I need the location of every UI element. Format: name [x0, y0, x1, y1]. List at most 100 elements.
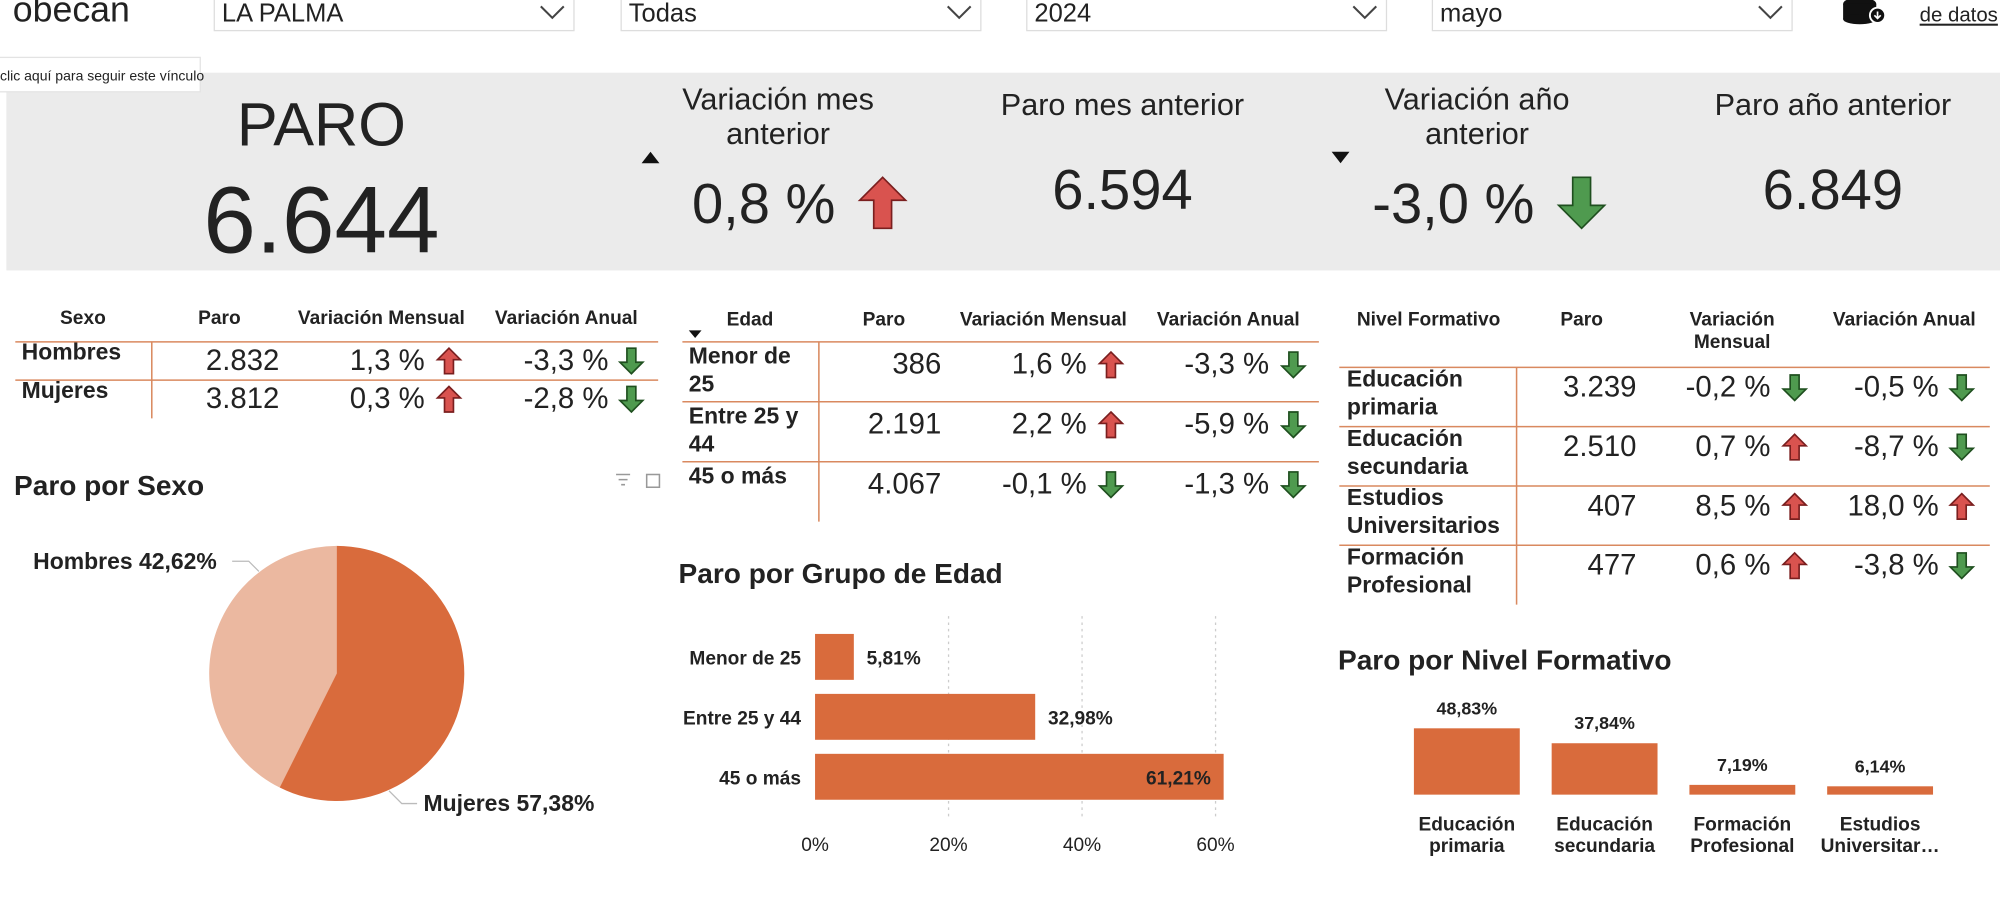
kpi-value: 6.594 [1052, 158, 1192, 221]
chart-title: Paro por Sexo [14, 470, 204, 501]
data-label: 61,21% [1146, 768, 1211, 789]
tooltip [0, 56, 201, 93]
cell: 0,3 % [350, 382, 425, 415]
kpi-value: -3,0 % [1372, 172, 1534, 235]
row-label: Formación [1347, 543, 1464, 569]
column-header: Variación Anual [495, 308, 638, 329]
row-label: Hombres [22, 339, 121, 365]
bar [1689, 784, 1796, 795]
kpi-title: anterior [1425, 117, 1529, 151]
pie-slice [209, 545, 337, 788]
column-header: Paro [1560, 309, 1603, 330]
trend-arrow [1781, 374, 1809, 402]
cell: 1,6 % [1012, 348, 1087, 381]
visual-icons[interactable] [616, 473, 661, 489]
cell: -0,2 % [1686, 371, 1771, 404]
dropdown[interactable] [1026, 0, 1388, 32]
kpi-value: 6.849 [1763, 158, 1903, 221]
trend-arrow [1279, 411, 1307, 439]
trend-arrow [1781, 551, 1809, 580]
cell: 2.510 [1563, 430, 1636, 463]
row-label: Educación [1347, 425, 1463, 451]
x-tick-label: primaria [1429, 836, 1505, 857]
trend-arrow [435, 385, 463, 413]
column-header: Variación Anual [1833, 309, 1976, 330]
pie-slice [279, 545, 465, 802]
y-tick-label: Menor de 25 [689, 649, 801, 670]
column-header: Nivel Formativo [1357, 309, 1500, 330]
row-label: primaria [1347, 394, 1438, 420]
kpi-title: Paro mes anterior [1001, 88, 1244, 122]
dropdown[interactable] [1431, 0, 1793, 32]
link[interactable]: de datos [1920, 5, 1998, 27]
pie-label: Mujeres 57,38% [423, 790, 594, 816]
bar [1827, 786, 1934, 795]
cell: 8,5 % [1695, 489, 1770, 522]
database-icon[interactable] [1843, 0, 1887, 25]
bar [815, 693, 1036, 740]
x-tick-label: secundaria [1554, 836, 1655, 857]
pie-label-name: Mujeres [423, 790, 510, 816]
cell: -0,5 % [1854, 371, 1939, 404]
trend-arrow [1279, 351, 1307, 379]
row-label: Educación [1347, 365, 1463, 391]
row-label: Entre 25 y [689, 402, 799, 428]
pie-label: Hombres 42,62% [33, 548, 217, 574]
trend-arrow [617, 385, 645, 414]
kpi-title: Paro año anterior [1715, 88, 1952, 122]
data-label: 32,98% [1048, 708, 1113, 729]
row-label: Menor de [689, 343, 791, 369]
cell: 0,6 % [1695, 549, 1770, 582]
cell: -1,3 % [1184, 468, 1269, 501]
tooltip-pointer [66, 48, 82, 58]
trend-arrow [857, 176, 908, 230]
cell: -0,1 % [1002, 468, 1087, 501]
x-tick-label: 0% [801, 835, 829, 856]
dropdown[interactable] [213, 0, 575, 32]
cell: 2,2 % [1012, 408, 1087, 441]
trend-arrow [1948, 433, 1976, 461]
data-label: 37,84% [1574, 713, 1635, 733]
pie-label-name: Hombres [33, 548, 132, 574]
dropdown[interactable] [620, 0, 982, 32]
leader-line [388, 790, 418, 805]
column-header: Variación [1690, 309, 1775, 330]
leader-line [232, 560, 260, 572]
kpi-title: anterior [726, 117, 830, 151]
y-tick-label: Entre 25 y 44 [683, 708, 801, 729]
trend-arrow [1556, 176, 1607, 230]
trend-arrow [1948, 552, 1976, 580]
x-tick-label: 20% [929, 835, 967, 856]
row-label: Mujeres [22, 377, 109, 403]
chart-title: Paro por Grupo de Edad [679, 558, 1003, 589]
cell: 2.832 [206, 344, 279, 377]
dropdown-value: LA PALMA [222, 0, 343, 28]
cell: -3,8 % [1854, 549, 1939, 582]
row-label: 45 o más [689, 462, 787, 488]
row-label: 44 [689, 431, 715, 457]
cell: -8,7 % [1854, 430, 1939, 463]
column-header: Variación Mensual [960, 309, 1127, 330]
cell: 1,3 % [350, 344, 425, 377]
cell: 3.812 [206, 382, 279, 415]
data-label: 7,19% [1717, 755, 1768, 775]
trend-arrow [617, 347, 645, 375]
dropdown-value: mayo [1440, 0, 1502, 28]
cell: 407 [1588, 489, 1637, 522]
cell: 4.067 [868, 468, 941, 501]
x-tick-label: Educación [1418, 814, 1515, 835]
trend-arrow [1781, 492, 1809, 520]
dropdown-chevron [946, 5, 972, 20]
cell: 0,7 % [1695, 430, 1770, 463]
data-label: 48,83% [1437, 698, 1498, 718]
bar [1413, 728, 1520, 795]
dropdown-value: 2024 [1034, 0, 1091, 28]
cell: 477 [1588, 549, 1637, 582]
dropdown-value: Todas [629, 0, 697, 28]
cell: 386 [892, 348, 941, 381]
trend-arrow [1097, 410, 1125, 439]
kpi-title: PARO [237, 90, 406, 158]
sort-indicator [641, 151, 660, 164]
row-label: Profesional [1347, 571, 1472, 597]
data-label: 6,14% [1855, 756, 1906, 776]
